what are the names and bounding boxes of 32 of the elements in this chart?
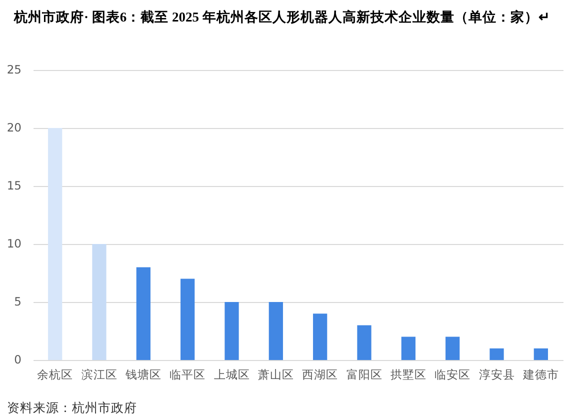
y-tick-label: 25 <box>6 62 22 76</box>
bar <box>313 314 328 360</box>
x-tick-label: 上城区 <box>214 368 250 382</box>
bar <box>224 302 239 360</box>
x-tick-label: 萧山区 <box>258 368 294 382</box>
bar <box>490 348 504 360</box>
x-tick-label: 滨江区 <box>81 368 118 382</box>
bar <box>446 336 460 360</box>
y-tick-label: 15 <box>6 178 22 192</box>
bar <box>534 348 548 360</box>
x-tick-label: 拱墅区 <box>390 368 426 382</box>
bar <box>401 336 416 360</box>
bar <box>92 244 106 360</box>
chart-title: 杭州市政府· 图表6：截至 2025 年杭州各区人形机器人高新技术企业数量（单位：家）↵ <box>13 8 550 24</box>
bar <box>268 302 283 360</box>
x-tick-label: 临安区 <box>434 368 471 382</box>
x-tick-label: 钱塘区 <box>124 368 162 382</box>
x-tick-label: 淳安县 <box>478 368 515 382</box>
bar <box>180 278 195 360</box>
x-tick-label: 余杭区 <box>37 368 74 382</box>
y-tick-label: 10 <box>6 236 22 250</box>
bar <box>136 267 150 360</box>
y-tick-label: 20 <box>6 120 22 134</box>
x-tick-label: 富阳区 <box>346 368 382 382</box>
x-tick-label: 建德市 <box>522 368 559 382</box>
bar <box>48 128 62 360</box>
x-tick-label: 西湖区 <box>302 368 338 382</box>
x-tick-label: 临平区 <box>170 368 206 382</box>
bar <box>357 325 372 360</box>
text: 资料来源：杭州市政府 <box>7 400 137 415</box>
y-tick-label: 5 <box>14 294 22 308</box>
y-tick-label: 0 <box>14 352 22 366</box>
